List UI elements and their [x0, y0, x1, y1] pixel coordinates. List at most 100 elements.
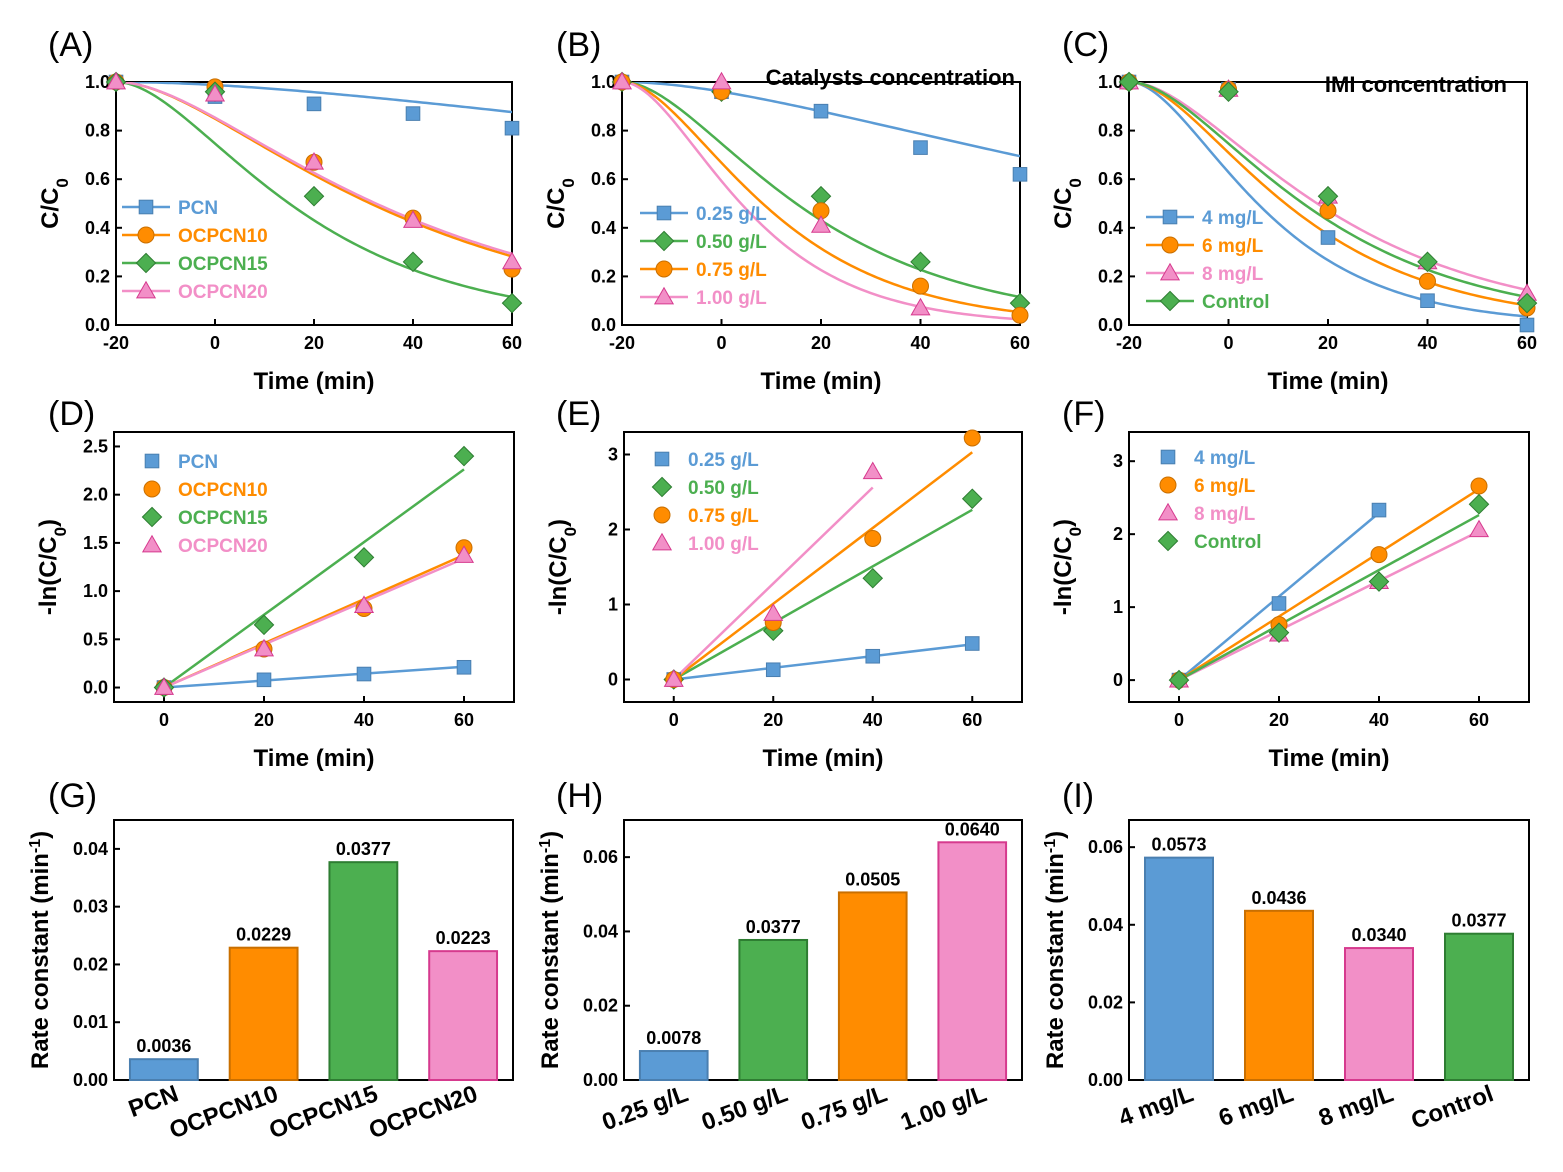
data-point	[256, 672, 272, 688]
bar-value-label: 0.0223	[436, 928, 491, 948]
y-axis-title: C/C0	[37, 178, 72, 229]
x-category-label: 6 mg/L	[1215, 1080, 1297, 1132]
fit-line	[1178, 513, 1480, 682]
data-point	[353, 547, 375, 568]
bar	[1344, 947, 1414, 1081]
y-tick-label: 0.0	[85, 315, 110, 335]
legend-label: 0.75 g/L	[688, 506, 759, 527]
panel-label: (I)	[1062, 777, 1094, 815]
fit-line	[116, 82, 512, 299]
y-tick-label: 0.06	[583, 847, 618, 867]
data-point	[1468, 519, 1490, 538]
legend-label: 1.00 g/L	[696, 288, 767, 309]
x-tick-label: 60	[962, 710, 982, 730]
data-point	[356, 666, 372, 682]
fit-line	[673, 643, 973, 681]
y-tick-label: 0.01	[73, 1012, 108, 1032]
y-tick-label: 0.6	[85, 169, 110, 189]
bar	[128, 1058, 199, 1081]
chart-panel-d: (D) 0.0 0.5 1.0 1.5 2.0 2.5 -ln(C/C0) 0 20 40 60 Tim…	[35, 395, 515, 772]
legend-marker	[653, 286, 675, 305]
legend-marker	[143, 480, 161, 498]
data-point	[105, 71, 127, 90]
bar	[937, 841, 1008, 1081]
data-point	[1468, 493, 1490, 515]
legend-label: 0.25 g/L	[688, 450, 759, 471]
panel-label: (E)	[556, 395, 601, 433]
data-point	[204, 83, 226, 102]
data-point	[1011, 306, 1029, 324]
bar-value-label: 0.0436	[1251, 888, 1306, 908]
bar-value-label: 0.0573	[1151, 835, 1206, 855]
x-tick-label: 20	[254, 710, 274, 730]
x-axis-title: Time (min)	[763, 745, 884, 772]
legend-marker	[1159, 262, 1181, 281]
x-axis-title: Time (min)	[1269, 745, 1390, 772]
legend-marker	[141, 506, 163, 528]
plot-frame	[113, 431, 515, 703]
panel-label: (F)	[1062, 395, 1105, 433]
data-point	[1268, 622, 1290, 643]
legend-label: 0.50 g/L	[688, 478, 759, 499]
panel-annotation: Catalysts concentration	[766, 65, 1015, 90]
legend-label: 4 mg/L	[1194, 448, 1256, 469]
data-point	[1317, 185, 1339, 207]
y-tick-label: 1.5	[83, 533, 108, 553]
y-tick-label: 2.0	[83, 485, 108, 505]
x-axis-title: Time (min)	[254, 368, 375, 395]
data-point	[663, 669, 684, 687]
y-tick-label: 1.0	[85, 72, 110, 92]
data-point	[253, 638, 275, 657]
bar-value-label: 0.0377	[1451, 911, 1506, 931]
data-point	[763, 603, 784, 621]
data-point	[611, 71, 633, 90]
fit-line	[116, 82, 512, 256]
bar-value-label: 0.0036	[136, 1036, 191, 1056]
legend-label: OCPCN20	[178, 282, 268, 303]
data-point	[303, 151, 325, 170]
legend-label: 6 mg/L	[1202, 236, 1264, 257]
panel-label: (C)	[1062, 26, 1109, 64]
fit-line	[1129, 82, 1527, 299]
legend-label: OCPCN20	[178, 536, 268, 557]
y-axis-title: C/C0	[1050, 178, 1085, 229]
y-tick-label: 0	[1113, 670, 1123, 690]
y-axis-title: Rate constant (min-1)	[1042, 831, 1070, 1069]
x-tick-label: 20	[304, 333, 324, 353]
fit-line	[622, 82, 1020, 321]
legend-label: 0.75 g/L	[696, 260, 767, 281]
y-tick-label: 0.04	[73, 839, 108, 859]
x-category-label: 0.75 g/L	[798, 1080, 891, 1136]
plot-frame	[623, 819, 1023, 1081]
y-tick-label: 3	[1113, 451, 1123, 471]
y-tick-label: 0.04	[583, 921, 618, 941]
x-tick-label: 60	[502, 333, 522, 353]
data-point	[405, 106, 421, 121]
data-point	[910, 297, 931, 316]
x-tick-label: 60	[454, 710, 474, 730]
plot-frame	[623, 431, 1023, 703]
panel-label: (H)	[556, 777, 603, 815]
x-tick-label: -20	[609, 333, 635, 353]
y-tick-label: 0.03	[73, 897, 108, 917]
bar	[638, 1050, 709, 1081]
fit-line	[672, 486, 874, 681]
legend-label: Control	[1194, 532, 1262, 553]
data-point	[1419, 272, 1436, 290]
x-tick-label: 40	[403, 333, 423, 353]
y-tick-label: 0.8	[1098, 121, 1123, 141]
data-point	[303, 185, 325, 207]
legend-label: 8 mg/L	[1194, 504, 1256, 525]
data-point	[865, 648, 881, 664]
bar-value-label: 0.0340	[1351, 925, 1406, 945]
bar	[1144, 856, 1214, 1081]
y-tick-label: 0.4	[1098, 218, 1123, 238]
legend-marker	[141, 534, 163, 553]
y-axis-title: -ln(C/C0)	[545, 519, 580, 615]
x-category-label: Control	[1408, 1080, 1497, 1135]
bar-value-label: 0.0377	[746, 917, 801, 937]
data-point	[306, 96, 322, 112]
x-tick-label: 0	[669, 710, 679, 730]
chart-panel-f: (F) 0 1 2 3 -ln(C/C0) 0 20 40 60 Time (min) 4 mg/L 6…	[1050, 395, 1530, 772]
data-point	[1420, 293, 1435, 308]
